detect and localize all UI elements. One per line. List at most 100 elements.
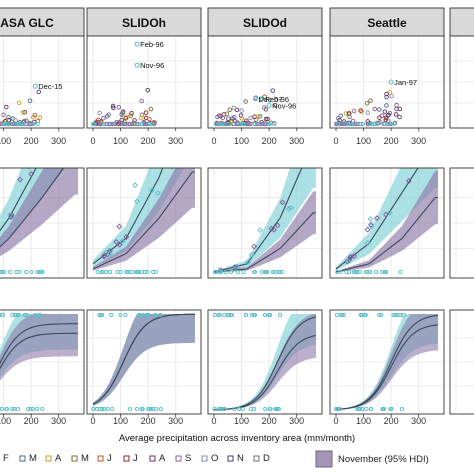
data-point-top: [244, 312, 249, 318]
data-point-baseline: [2, 269, 7, 275]
data-point-november: [0, 121, 3, 127]
data-point: [364, 240, 371, 246]
data-point: [101, 253, 107, 260]
data-point-top: [393, 312, 398, 318]
data-point: [113, 238, 120, 245]
data-point-baseline: [280, 269, 285, 275]
data-point-bottom: [0, 406, 5, 412]
point-annotation: Nov-96: [272, 102, 296, 111]
data-point: [372, 106, 378, 112]
data-point-february: [358, 121, 363, 127]
plot-content: [450, 168, 474, 278]
data-point-november: [143, 121, 148, 127]
plot-border: [449, 35, 474, 129]
data-point: [37, 115, 43, 120]
data-point-february: [91, 121, 96, 127]
plot-border: [329, 35, 445, 129]
data-point: [384, 103, 389, 108]
data-point-top: [340, 312, 345, 318]
data-point: [384, 94, 389, 100]
data-point: [389, 93, 394, 99]
data-point-baseline: [252, 269, 257, 275]
plot-border: [449, 309, 474, 415]
x-tick-label: 0: [90, 416, 95, 426]
data-point-baseline: [219, 269, 224, 275]
data-point-top: [22, 312, 27, 318]
data-point-top: [222, 312, 227, 318]
plot-content: [330, 168, 444, 278]
data-point-baseline: [142, 269, 147, 275]
data-point: [129, 111, 134, 116]
data-point: [268, 225, 275, 232]
panel-title-2: SLIDOd: [243, 16, 287, 30]
data-point: [383, 115, 389, 121]
x-tick-label: 200: [384, 416, 399, 426]
data-point-top: [0, 312, 5, 318]
plot-border: [329, 309, 445, 415]
data-point: [143, 110, 149, 115]
data-point-february: [382, 121, 387, 127]
data-point-baseline: [223, 269, 228, 275]
data-point: [385, 113, 391, 118]
x-tick-label: 100: [0, 136, 11, 146]
data-point: [351, 108, 357, 114]
data-point: [226, 116, 231, 121]
data-point-bottom: [216, 406, 221, 412]
plot-border: [0, 35, 85, 129]
plot-content: [450, 36, 474, 128]
data-point: [374, 215, 380, 222]
data-point-november: [108, 121, 113, 127]
x-tick-label: 0: [333, 136, 338, 146]
legend-key-4: [97, 455, 104, 462]
february-hdi-band: [336, 168, 438, 271]
data-point: [274, 222, 281, 229]
data-point-baseline: [104, 269, 109, 275]
data-point-february: [336, 121, 341, 127]
data-point-november: [224, 121, 229, 127]
legend-label-2: A: [55, 453, 62, 464]
data-point-baseline: [17, 269, 22, 275]
data-point: [116, 241, 123, 248]
data-point: [4, 104, 9, 110]
x-tick-label: 300: [51, 136, 66, 146]
data-point-bottom: [240, 406, 245, 412]
data-point: [6, 115, 11, 120]
data-point: [231, 105, 237, 111]
legend-key-8: [201, 455, 208, 462]
data-point: [238, 113, 244, 118]
data-point-baseline: [99, 269, 104, 275]
data-point: [224, 111, 230, 117]
data-point-baseline: [153, 269, 158, 275]
panel-strip: [449, 7, 474, 37]
data-point-november: [222, 121, 227, 127]
data-point-november: [388, 121, 393, 127]
data-point-november: [340, 121, 345, 127]
data-point: [364, 101, 370, 106]
data-point-baseline: [276, 269, 281, 275]
data-point: [359, 109, 364, 114]
data-point-baseline: [373, 269, 379, 275]
data-point-bottom: [147, 406, 152, 412]
data-point: [116, 121, 121, 127]
data-point-bottom: [35, 406, 40, 412]
data-point: [239, 116, 245, 121]
data-point: [231, 114, 237, 120]
data-point-top: [398, 312, 403, 318]
data-point-february: [102, 121, 107, 127]
point-annotation: Feb-96: [140, 40, 164, 49]
data-point: [16, 100, 22, 106]
x-tick-label: 100: [234, 136, 249, 146]
data-point-february: [5, 121, 10, 127]
data-point-top: [0, 312, 2, 318]
x-tick-label: 200: [262, 416, 277, 426]
data-point-bottom: [100, 406, 105, 412]
legend-label-6: A: [159, 453, 166, 464]
data-point-top: [158, 312, 163, 318]
data-point-top: [146, 312, 151, 318]
data-point: [272, 102, 278, 108]
data-point-november: [245, 121, 250, 127]
data-point-november: [0, 121, 1, 127]
data-point-top: [377, 312, 382, 318]
data-point-bottom: [30, 406, 35, 412]
data-point-february: [121, 121, 126, 127]
